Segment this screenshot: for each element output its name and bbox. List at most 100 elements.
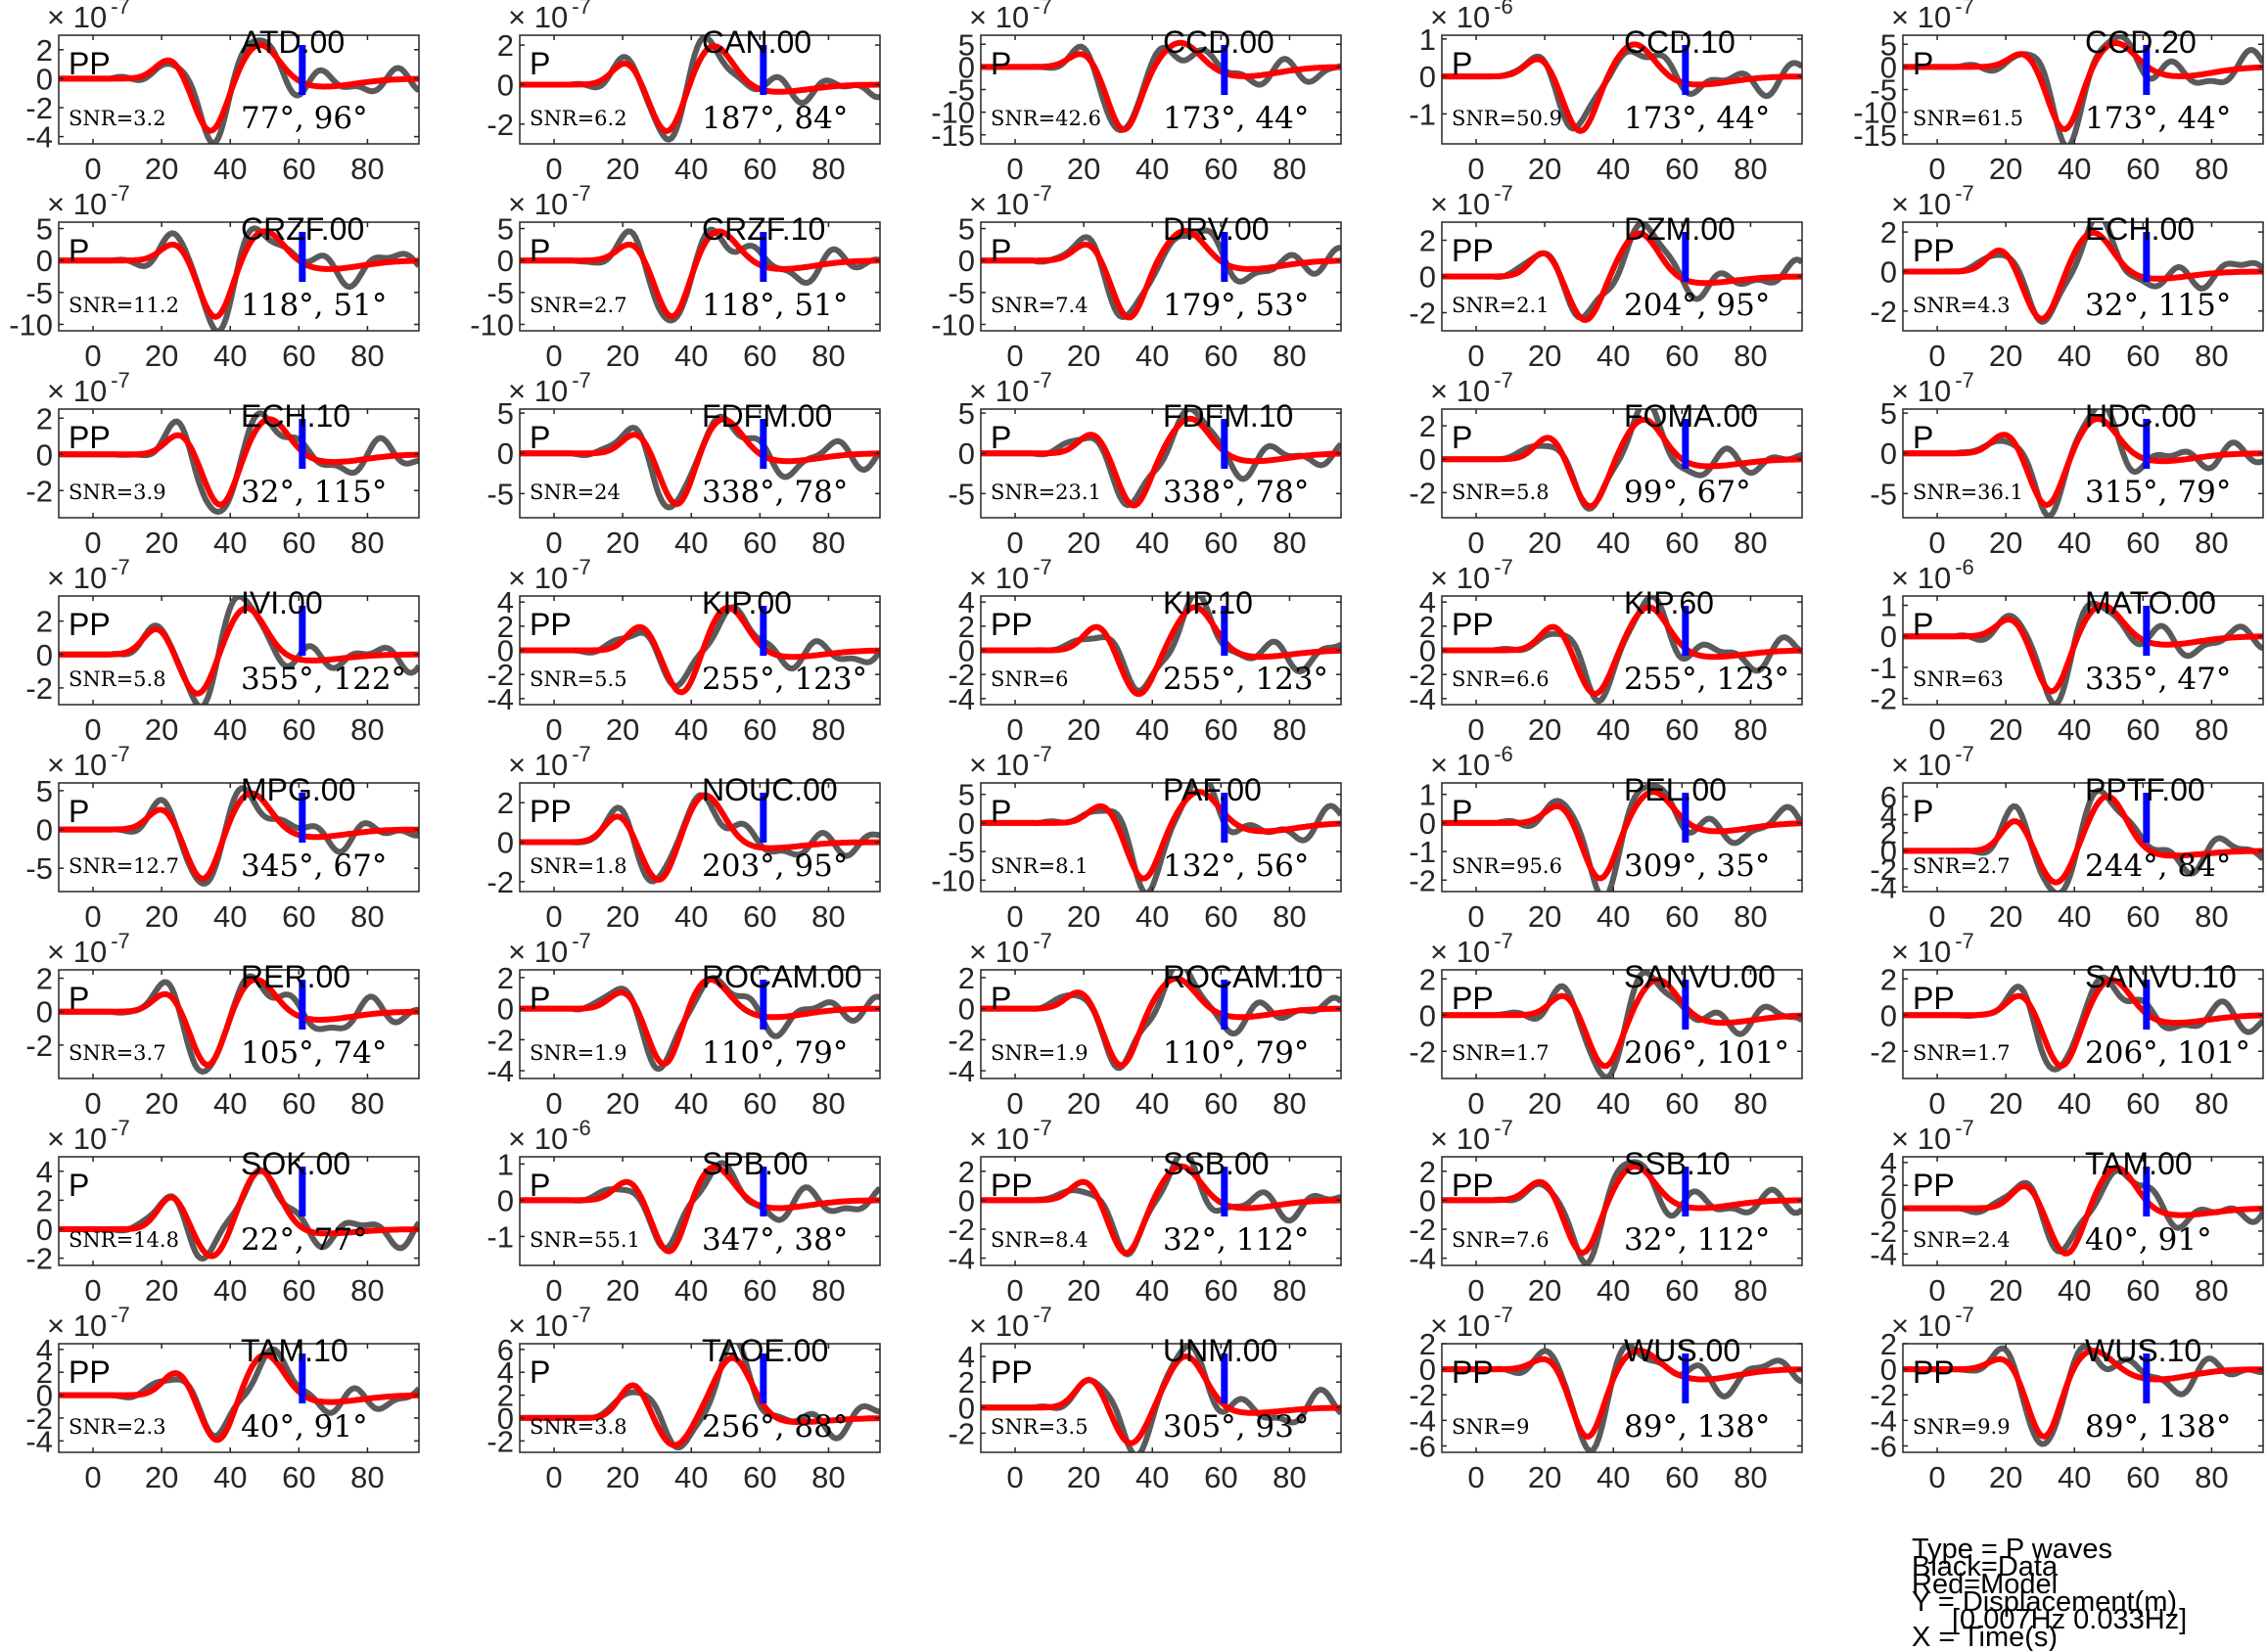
y-tick-label: 6	[497, 1333, 514, 1367]
x-tick-label: 40	[213, 152, 247, 186]
snr-label: SNR=9.9	[1913, 1415, 2011, 1439]
azimuth-distance-label: 110°, 79°	[702, 1035, 848, 1071]
y-tick-label: -4	[25, 120, 53, 155]
y-tick-label: 2	[1880, 1169, 1897, 1203]
y-scale-factor: × 10 -7	[508, 368, 591, 408]
phase-label: P	[530, 420, 550, 455]
x-tick-label: 20	[606, 526, 639, 560]
phase-label: P	[530, 233, 550, 268]
x-tick-label: 20	[606, 1460, 639, 1494]
y-tick-label: -5	[948, 477, 975, 511]
azimuth-distance-label: 338°, 78°	[1163, 475, 1309, 510]
legend-line: [0.007Hz 0.033Hz]	[1952, 1604, 2187, 1635]
x-tick-label: 80	[811, 339, 845, 373]
y-tick-label: -2	[25, 91, 53, 125]
phase-label: P	[1452, 46, 1472, 81]
model-trace	[981, 1163, 1341, 1257]
y-tick-label: 0	[497, 1183, 514, 1217]
x-tick-label: 60	[1665, 526, 1698, 560]
phase-label: P	[1452, 420, 1472, 455]
y-tick-label: 0	[1419, 1353, 1436, 1387]
snr-label: SNR=3.5	[991, 1415, 1088, 1439]
snr-label: SNR=2.3	[69, 1415, 166, 1439]
azimuth-distance-label: 89°, 138°	[2085, 1409, 2231, 1445]
x-tick-label: 60	[2126, 899, 2159, 934]
x-tick-label: 0	[84, 152, 101, 186]
azimuth-distance-label: 204°, 95°	[1624, 288, 1770, 323]
y-scale-factor: × 10 -7	[969, 0, 1052, 34]
azimuth-distance-label: 335°, 47°	[2085, 662, 2231, 697]
phase-label: PP	[1452, 233, 1494, 268]
y-tick-label: 5	[958, 212, 975, 247]
y-tick-label: 4	[1419, 585, 1436, 619]
phase-label: P	[991, 420, 1011, 455]
y-scale-factor: × 10 -7	[1891, 742, 1974, 782]
y-tick-label: 2	[1419, 1155, 1436, 1189]
y-tick-label: 2	[958, 1155, 975, 1189]
model-trace	[981, 604, 1341, 698]
x-tick-label: 80	[1273, 1460, 1306, 1494]
x-tick-label: 0	[1467, 712, 1484, 747]
y-tick-label: 2	[497, 610, 514, 644]
model-trace	[1903, 793, 2263, 886]
x-tick-label: 60	[2126, 526, 2159, 560]
y-scale-factor: × 10 -7	[1891, 0, 1974, 34]
x-tick-label: 40	[2058, 152, 2091, 186]
azimuth-distance-label: 255°, 123°	[1624, 662, 1789, 697]
y-scale-factor: × 10 -7	[508, 929, 591, 969]
y-tick-label: 6	[1880, 780, 1897, 814]
x-tick-label: 20	[1528, 339, 1561, 373]
x-tick-label: 80	[350, 899, 384, 934]
waveform-panel: 0 20 40 60 80 -2 0 2× 10 -7 P CAN.00 SNR=6.2 187°, 8…	[486, 0, 881, 186]
model-trace	[59, 416, 419, 508]
x-tick-label: 0	[1928, 339, 1945, 373]
model-trace	[1903, 1165, 2263, 1257]
x-tick-label: 80	[2195, 1273, 2228, 1307]
x-tick-label: 0	[84, 526, 101, 560]
x-tick-label: 80	[2195, 1460, 2228, 1494]
x-tick-label: 80	[2195, 1086, 2228, 1121]
y-tick-label: 1	[1419, 778, 1436, 812]
x-tick-label: 40	[213, 1273, 247, 1307]
x-tick-label: 0	[1006, 152, 1023, 186]
x-tick-label: 60	[282, 1086, 315, 1121]
y-tick-label: -6	[1870, 1429, 1897, 1463]
x-tick-label: 40	[1597, 152, 1630, 186]
x-tick-label: 60	[1204, 526, 1237, 560]
x-tick-label: 60	[2126, 712, 2159, 747]
azimuth-distance-label: 347°, 38°	[702, 1222, 848, 1258]
y-tick-label: 2	[1419, 962, 1436, 996]
y-tick-label: -2	[1870, 852, 1897, 887]
axes-box	[980, 1156, 1342, 1266]
x-tick-label: 20	[1067, 899, 1100, 934]
azimuth-distance-label: 32°, 115°	[2085, 288, 2231, 323]
snr-label: SNR=11.2	[69, 294, 179, 317]
axes-box	[519, 408, 881, 519]
snr-label: SNR=2.1	[1452, 294, 1550, 317]
x-tick-label: 40	[1135, 339, 1169, 373]
x-tick-label: 80	[350, 339, 384, 373]
model-trace	[1903, 40, 2263, 133]
model-trace	[1903, 602, 2263, 695]
x-tick-label: 0	[545, 1086, 562, 1121]
phase-label: P	[991, 233, 1011, 268]
x-tick-label: 40	[1597, 339, 1630, 373]
x-tick-label: 80	[811, 712, 845, 747]
x-tick-label: 40	[2058, 339, 2091, 373]
y-tick-label: 0	[958, 1391, 975, 1425]
station-name: KIP.60	[1624, 585, 1714, 620]
x-tick-label: 0	[84, 1273, 101, 1307]
y-scale-factor: × 10 -7	[47, 555, 130, 595]
azimuth-distance-label: 309°, 35°	[1624, 848, 1770, 884]
y-tick-label: 2	[1419, 409, 1436, 443]
x-tick-label: 60	[2126, 339, 2159, 373]
y-tick-label: 2	[1419, 1327, 1436, 1361]
station-name: SSB.00	[1163, 1146, 1270, 1181]
station-name: ATD.00	[241, 24, 345, 60]
y-tick-label: -2	[1409, 863, 1436, 897]
station-name: MATO.00	[2085, 585, 2216, 620]
x-tick-label: 80	[350, 152, 384, 186]
